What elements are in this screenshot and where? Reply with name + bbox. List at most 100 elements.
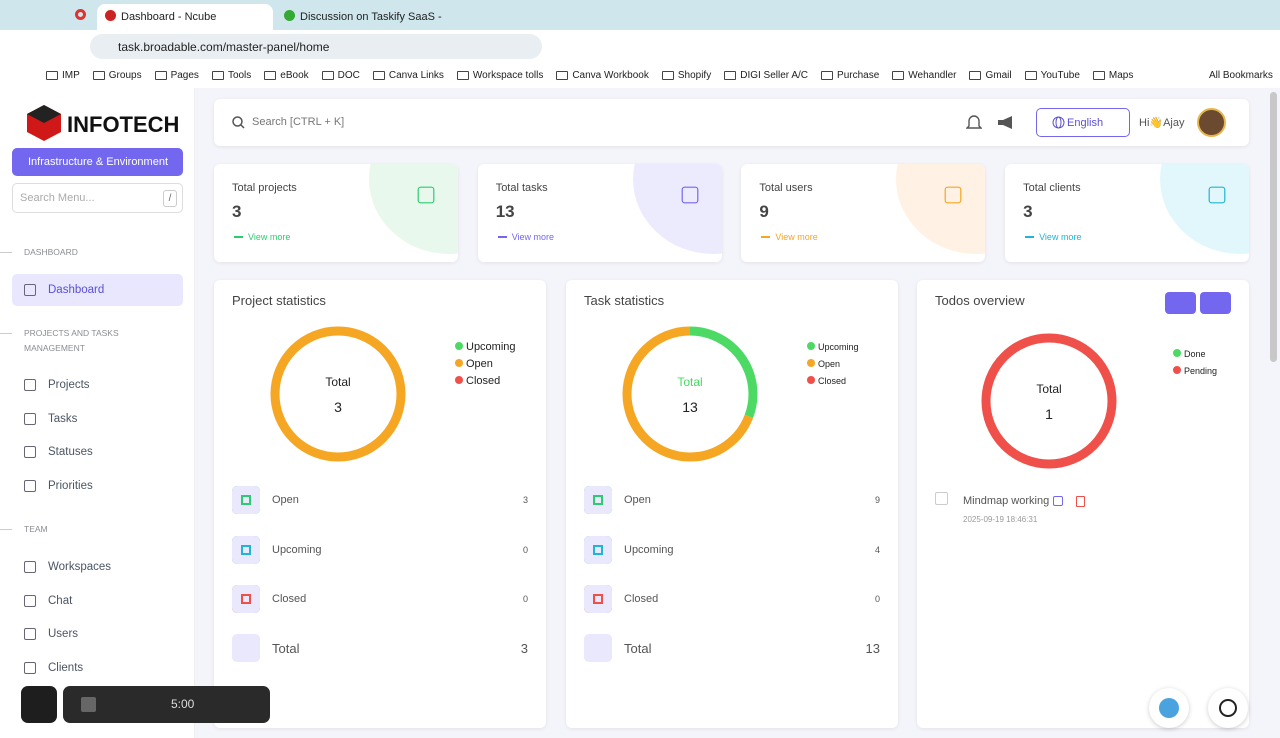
bookmark[interactable]: Tools	[211, 70, 251, 81]
sidebar-divider	[0, 529, 12, 530]
global-search[interactable]: Search [CTRL + K]	[252, 116, 345, 128]
card-decoration	[632, 164, 722, 254]
view-more-link[interactable]: View more	[775, 232, 818, 242]
stop-button[interactable]	[81, 697, 96, 712]
panel-title: Task statistics	[584, 293, 665, 308]
sidebar-item[interactable]: Tasks	[12, 403, 183, 435]
bookmark[interactable]: DOC	[321, 70, 360, 81]
sidebar-section-title: DASHBOARD	[24, 247, 78, 257]
workspace-button[interactable]: Infrastructure & Environment	[12, 148, 183, 176]
arrow-icon	[1025, 236, 1035, 238]
tab[interactable]: Discussion on Taskify SaaS -	[276, 4, 452, 30]
bookmark[interactable]: DIGI Seller A/C	[724, 70, 808, 81]
sidebar-item[interactable]: Workspaces	[12, 551, 183, 583]
language-button[interactable]: English	[1036, 108, 1130, 137]
view-more-link[interactable]: View more	[248, 232, 291, 242]
recorder-time: 5:00	[171, 697, 195, 711]
sidebar-icon	[24, 480, 36, 492]
total-value: 13	[865, 641, 880, 656]
bookmark[interactable]: Wehandler	[892, 70, 956, 81]
row-value: 0	[522, 594, 528, 604]
delete-icon[interactable]	[1076, 496, 1085, 507]
timer-button[interactable]	[1208, 688, 1248, 728]
recorder-camera[interactable]	[21, 686, 57, 723]
sidebar-label: Clients	[48, 662, 84, 674]
folder-icon	[724, 70, 737, 80]
donut-chart: Total 13 Upcoming Open Closed	[622, 326, 859, 462]
row-value: 4	[874, 544, 880, 555]
view-more-link[interactable]: View more	[1039, 232, 1082, 242]
sidebar-item[interactable]: Dashboard	[12, 274, 183, 306]
sidebar-icon	[24, 446, 36, 458]
tab[interactable]: Dashboard - Ncube	[97, 4, 273, 30]
arrow-icon	[761, 236, 771, 238]
bookmark[interactable]: Gmail	[969, 70, 1012, 81]
sidebar-item[interactable]: Priorities	[12, 470, 183, 502]
chat-button[interactable]	[1149, 688, 1189, 728]
bookmark[interactable]: IMP	[46, 70, 80, 81]
sidebar-item[interactable]: Users	[12, 618, 183, 650]
notification-icon[interactable]	[966, 114, 982, 131]
total-label: Total	[272, 641, 300, 656]
edit-icon[interactable]	[1053, 496, 1063, 506]
sidebar-section-title: TEAM	[24, 524, 48, 534]
todo-title: Mindmap working	[963, 495, 1050, 507]
all-bookmarks[interactable]: All Bookmarks	[1209, 69, 1273, 81]
sidebar-item[interactable]: Statuses	[12, 436, 183, 468]
donut-center-value: 3	[334, 399, 342, 415]
sidebar-item[interactable]: Projects	[12, 369, 183, 401]
legend-label: Done	[1184, 349, 1206, 359]
sidebar-label: Workspaces	[48, 561, 112, 573]
sidebar-icon	[24, 595, 36, 607]
bookmark[interactable]: eBook	[264, 70, 309, 81]
sidebar-divider	[0, 252, 12, 253]
add-todo-button[interactable]	[1165, 292, 1196, 314]
bookmark-label: Workspace tolls	[472, 69, 544, 81]
folder-icon	[556, 70, 569, 80]
bookmark[interactable]: Pages	[154, 70, 199, 81]
row-label: Closed	[624, 593, 659, 605]
sidebar-label: Dashboard	[48, 284, 105, 296]
avatar[interactable]	[1197, 108, 1226, 137]
stat-label: Total clients	[1023, 182, 1081, 194]
search-icon	[232, 116, 245, 129]
folder-icon	[264, 70, 277, 80]
stat-value: 3	[232, 202, 242, 221]
bookmark[interactable]: Maps	[1092, 70, 1133, 81]
stat-label: Total tasks	[495, 182, 548, 194]
donut-segment	[622, 326, 758, 462]
sidebar-item[interactable]: Clients	[12, 652, 183, 684]
bookmark[interactable]: Canva Links	[372, 69, 444, 81]
address-bar[interactable]	[90, 34, 542, 59]
bookmark[interactable]: Shopify	[661, 70, 711, 81]
bookmark-label: IMP	[62, 69, 80, 81]
bookmark[interactable]: Purchase	[821, 70, 879, 81]
bookmark[interactable]: Canva Workbook	[556, 70, 649, 81]
list-todos-button[interactable]	[1200, 292, 1231, 314]
sidebar-icon	[24, 379, 36, 391]
donut-segment	[270, 326, 406, 462]
bookmark[interactable]: YouTube	[1024, 69, 1080, 81]
stat-value: 9	[759, 202, 769, 221]
folder-icon	[456, 70, 469, 80]
donut-center-value: 13	[682, 399, 698, 415]
sidebar-icon	[24, 628, 36, 640]
announcement-icon[interactable]	[997, 115, 1015, 130]
bookmark[interactable]: Workspace tolls	[456, 69, 544, 81]
folder-icon	[892, 70, 905, 80]
scrollbar	[1270, 92, 1277, 362]
bookmark[interactable]: Groups	[92, 70, 142, 81]
bookmark-label: Canva Links	[388, 69, 444, 81]
sidebar-item[interactable]: Chat	[12, 585, 183, 617]
sidebar-label: Users	[48, 628, 79, 640]
view-more-link[interactable]: View more	[511, 232, 555, 242]
folder-icon	[969, 70, 982, 80]
menu-search[interactable]: Search Menu... /	[12, 183, 183, 213]
sidebar-label: Projects	[48, 379, 90, 391]
sidebar-label: Statuses	[48, 446, 93, 458]
bookmark-label: YouTube	[1040, 69, 1080, 81]
bookmark-label: Canva Workbook	[572, 69, 649, 81]
todo-checkbox[interactable]	[935, 492, 948, 505]
row-value: 0	[874, 594, 880, 604]
